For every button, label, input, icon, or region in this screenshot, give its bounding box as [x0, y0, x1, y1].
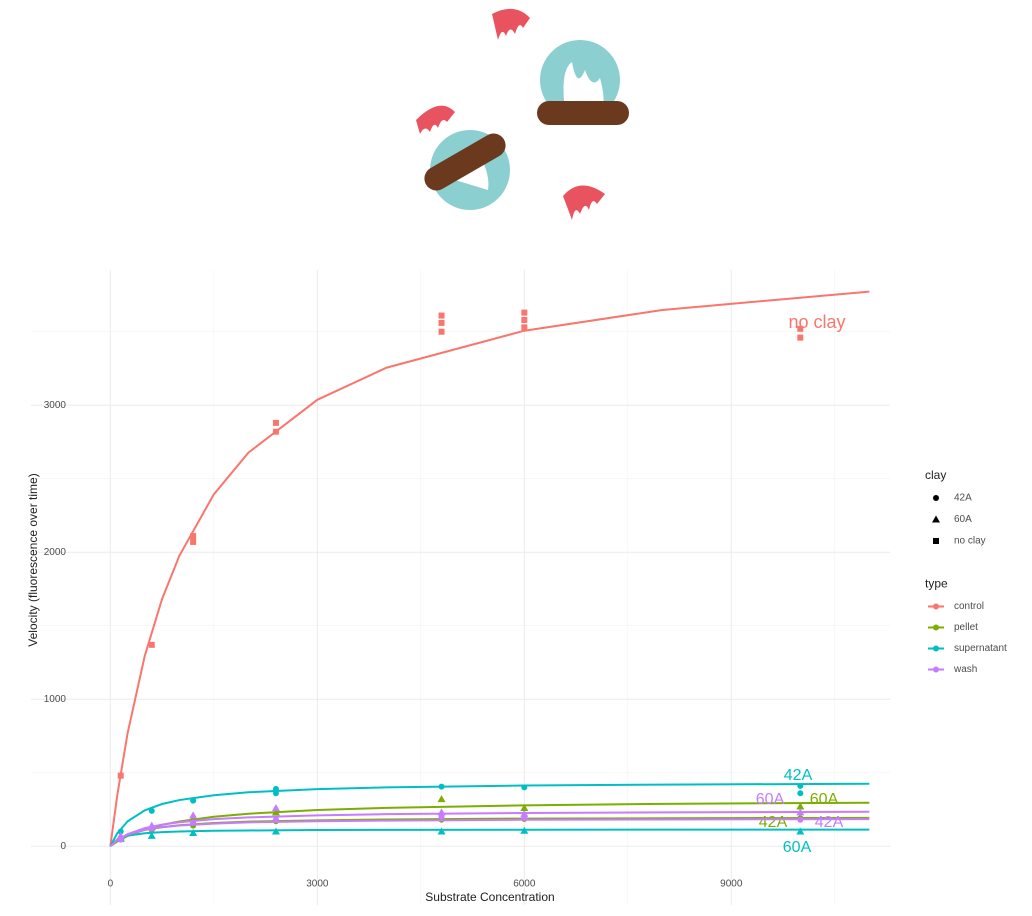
- point: [117, 772, 124, 779]
- legend-label: pellet: [954, 622, 978, 633]
- point: [797, 334, 804, 341]
- legend-label: 42A: [954, 493, 972, 504]
- legend-label: control: [954, 601, 984, 612]
- point: [797, 790, 804, 797]
- point: [438, 312, 445, 319]
- point: [437, 827, 446, 835]
- point: [272, 785, 279, 792]
- point: [271, 803, 280, 811]
- x-tick-label: 9000: [720, 879, 743, 890]
- fit-line: [109, 801, 870, 848]
- point: [189, 811, 198, 819]
- curve-label: no clay: [788, 312, 845, 332]
- logo-shape: [563, 62, 604, 110]
- legend-key: [933, 666, 939, 673]
- logo-shape: [563, 185, 605, 220]
- point: [189, 828, 198, 836]
- point: [521, 784, 528, 791]
- point: [520, 809, 529, 817]
- legend-key: [932, 515, 940, 523]
- point: [148, 641, 155, 648]
- point: [272, 419, 279, 426]
- fit-line: [109, 828, 870, 847]
- point: [117, 828, 124, 835]
- point: [438, 328, 445, 335]
- point: [521, 324, 528, 331]
- legend-title: type: [925, 577, 948, 591]
- point: [190, 533, 197, 540]
- logo-shape: [424, 133, 506, 191]
- curve-label: 42A: [815, 814, 844, 831]
- point: [520, 803, 529, 811]
- legend-label: wash: [953, 664, 977, 675]
- legend-label: 60A: [954, 514, 972, 525]
- point: [796, 808, 805, 816]
- point: [271, 808, 280, 816]
- point: [437, 808, 446, 816]
- curve-label: 60A: [756, 791, 785, 808]
- point: [521, 309, 528, 316]
- y-tick-label: 3000: [44, 400, 67, 411]
- point: [148, 807, 155, 814]
- y-tick-label: 2000: [44, 547, 67, 558]
- legend-key: [933, 495, 939, 501]
- logo-shape: [492, 8, 530, 40]
- point: [438, 783, 445, 790]
- logo: [416, 8, 629, 220]
- point: [437, 795, 446, 803]
- curve-label: 60A: [810, 791, 839, 808]
- point: [438, 319, 445, 326]
- point: [116, 831, 125, 839]
- point: [147, 831, 156, 839]
- point: [521, 316, 528, 323]
- y-axis-title: Velocity (fluorescence over time): [26, 473, 40, 646]
- point: [797, 325, 804, 332]
- x-axis-title: Substrate Concentration: [425, 890, 554, 904]
- point: [272, 428, 279, 435]
- legend-label: no clay: [954, 536, 986, 547]
- y-tick-label: 1000: [44, 694, 67, 705]
- fit-line: [109, 818, 870, 847]
- point: [272, 790, 279, 797]
- point: [796, 802, 805, 810]
- point: [147, 821, 156, 829]
- point: [797, 782, 804, 789]
- fit-line: [109, 290, 870, 847]
- x-tick-label: 3000: [306, 879, 329, 890]
- point: [271, 827, 280, 835]
- logo-shape: [537, 101, 629, 125]
- legend-key: [933, 603, 939, 610]
- y-tick-label: 0: [60, 841, 66, 852]
- legend-key: [933, 624, 939, 631]
- legend-label: supernatant: [954, 643, 1007, 654]
- point: [520, 826, 529, 834]
- x-tick-label: 0: [108, 879, 114, 890]
- point: [190, 538, 197, 545]
- legend-title: clay: [925, 468, 946, 482]
- point: [272, 816, 279, 823]
- legend-key: [933, 538, 939, 544]
- curve-label: 42A: [784, 767, 813, 784]
- curve-label: 60A: [783, 839, 812, 856]
- point: [797, 816, 804, 823]
- point: [190, 797, 197, 804]
- logo-shape: [416, 105, 455, 134]
- x-tick-label: 6000: [513, 879, 536, 890]
- legend-key: [933, 645, 939, 652]
- point: [796, 827, 805, 835]
- fit-line: [109, 816, 870, 847]
